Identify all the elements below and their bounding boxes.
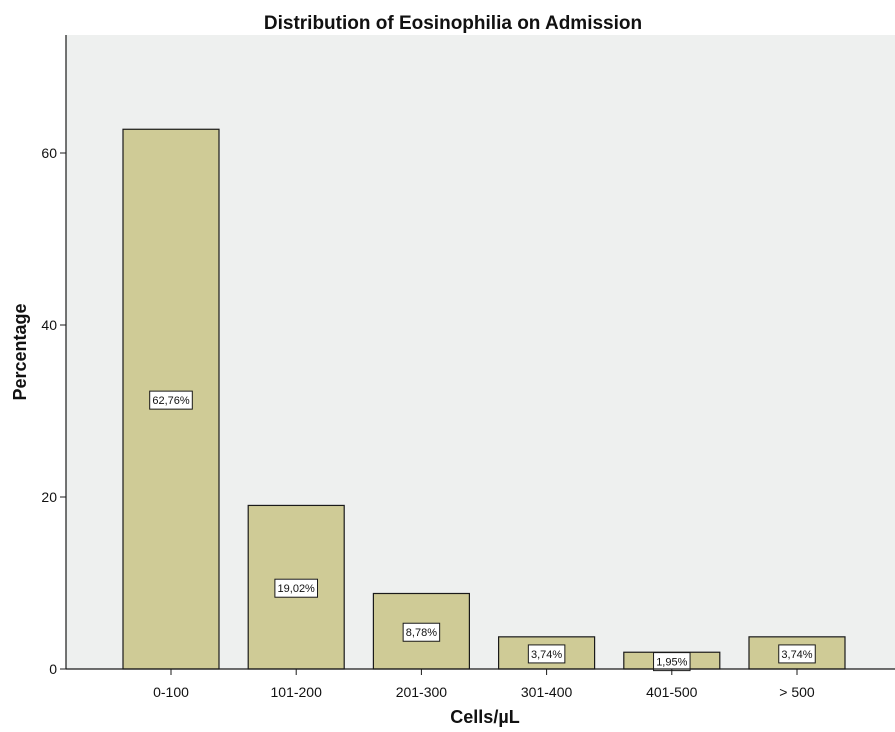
x-tick-label: 101-200 [271,684,323,700]
data-label: 3,74% [531,649,562,661]
data-label: 19,02% [278,583,316,595]
y-tick-label: 20 [41,489,57,505]
y-axis-title: Percentage [10,303,30,400]
x-axis-title: Cells/µL [450,707,519,727]
x-tick-label: 201-300 [396,684,448,700]
y-tick-label: 40 [41,317,57,333]
data-label-box [527,644,566,664]
data-label: 3,74% [781,649,812,661]
y-tick-label: 60 [41,145,57,161]
x-tick-label: > 500 [779,684,815,700]
x-tick-label: 401-500 [646,684,698,700]
chart-title: Distribution of Eosinophilia on Admissio… [264,13,642,34]
data-label-box [778,644,816,664]
axis-layer: 0-100 101-200 201-300 301-400 401-500 > 500 0 2… [41,35,895,700]
data-label-box [274,578,318,598]
x-tick-label: 301-400 [521,684,573,700]
data-label-box [149,390,193,410]
data-label: 62,76% [152,395,190,407]
bars-layer: 62,76% 19,02% 8,78% 3,74% 1,95% 3,74% [122,128,846,672]
data-label: 8,78% [406,627,437,639]
data-label-box [402,622,441,642]
y-tick-label: 0 [49,661,57,677]
data-label: 1,95% [656,657,687,669]
x-tick-label: 0-100 [153,684,189,700]
